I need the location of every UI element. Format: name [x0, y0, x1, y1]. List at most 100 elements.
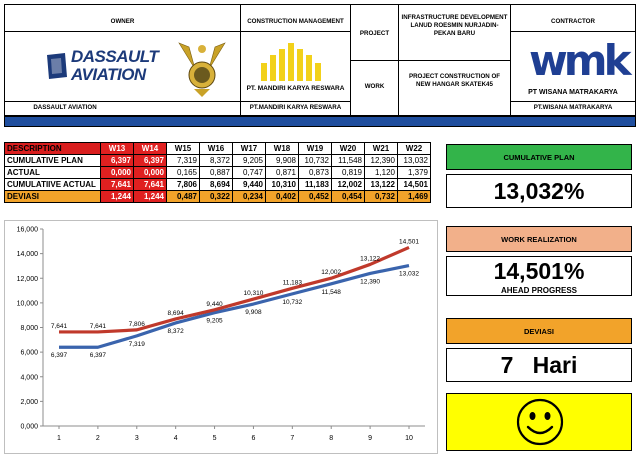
- x-tick-label: 7: [290, 435, 294, 442]
- cm-name-logo: PT. MANDIRI KARYA RESWARA: [246, 85, 345, 92]
- y-tick-label: 16,000: [17, 227, 39, 234]
- data-label: 9,440: [206, 301, 223, 308]
- project-label-section: PROJECT WORK: [351, 5, 399, 115]
- table-header-cell: W19: [298, 142, 332, 155]
- table-cell: 8,372: [199, 154, 233, 167]
- table-cell: 6,397: [133, 154, 167, 167]
- progress-chart: 0,000 2,000 4,000 6,000 8,000 10,000 12,000 14,…: [4, 220, 438, 454]
- logo-line2: AVIATION: [71, 65, 146, 84]
- mandiri-karya-logo-icon: [261, 43, 321, 81]
- table-cell: 0,000: [133, 166, 167, 179]
- row-label: CUMULATIIVE ACTUAL: [4, 178, 101, 191]
- table-row-deviasi: DEVIASI 1,244 1,244 0,487 0,322 0,234 0,…: [4, 190, 431, 203]
- table-cell: 1,469: [397, 190, 431, 203]
- cm-section: CONSTRUCTION MANAGEMENT PT. MANDIRI KARY…: [241, 5, 351, 115]
- work-label: WORK: [364, 83, 385, 90]
- data-label: 12,002: [321, 269, 341, 276]
- table-cell: 0,819: [331, 166, 365, 179]
- table-cell: 11,183: [298, 178, 332, 191]
- data-label: 12,390: [360, 278, 380, 285]
- table-cell: 1,379: [397, 166, 431, 179]
- x-tick-label: 8: [329, 435, 333, 442]
- data-label: 11,183: [283, 279, 303, 286]
- data-label: 13,122: [360, 255, 380, 262]
- table-cell: 11,548: [331, 154, 365, 167]
- table-header-cell: W22: [397, 142, 431, 155]
- dassault-aviation-logo: DASSAULT AVIATION: [45, 45, 175, 95]
- data-label: 14,501: [399, 238, 419, 245]
- table-header-cell: DESCRIPTION: [4, 142, 101, 155]
- x-tick-label: 6: [251, 435, 255, 442]
- cm-label: CONSTRUCTION MANAGEMENT: [247, 18, 344, 25]
- project-label: PROJECT: [359, 30, 390, 37]
- x-tick-label: 1: [57, 435, 61, 442]
- y-tick-label: 10,000: [17, 300, 39, 307]
- y-tick-label: 4,000: [20, 374, 38, 381]
- row-label: CUMULATIVE PLAN: [4, 154, 101, 167]
- data-label: 13,032: [399, 271, 419, 278]
- data-label: 7,641: [90, 323, 107, 330]
- table-cell: 12,002: [331, 178, 365, 191]
- deviasi-title: DEVIASI: [446, 318, 632, 344]
- project-value-section: INFRASTRUCTURE DEVELOPMENT LANUD ROESMIN…: [399, 5, 511, 115]
- dassault-emblem-icon: [47, 53, 67, 79]
- contractor-section: CONTRACTOR wmk PT WISANA MATRAKARYA PT.W…: [511, 5, 637, 115]
- table-cell: 0,732: [364, 190, 398, 203]
- table-cell: 0,322: [199, 190, 233, 203]
- cumulative-plan-value: 13,032%: [446, 174, 632, 208]
- table-cell: 0,452: [298, 190, 332, 203]
- air-force-emblem-icon: [178, 42, 226, 97]
- data-label: 8,694: [168, 310, 185, 317]
- data-label: 6,397: [51, 352, 68, 359]
- table-cell: 10,732: [298, 154, 332, 167]
- table-row: CUMULATIIVE ACTUAL 7,641 7,641 7,806 8,6…: [4, 178, 431, 191]
- y-tick-label: 0,000: [20, 424, 38, 431]
- table-header-cell: W15: [166, 142, 200, 155]
- table-cell: 0,402: [265, 190, 299, 203]
- work-realization-box: 14,501% AHEAD PROGRESS: [446, 256, 632, 296]
- table-cell: 12,390: [364, 154, 398, 167]
- contractor-logo: wmk: [529, 36, 632, 85]
- header-blue-bar: [4, 116, 636, 127]
- table-cell: 13,032: [397, 154, 431, 167]
- table-row: ACTUAL 0,000 0,000 0,165 0,887 0,747 0,8…: [4, 166, 431, 179]
- data-label: 11,548: [322, 289, 342, 296]
- y-tick-label: 8,000: [20, 325, 38, 332]
- table-cell: 0,487: [166, 190, 200, 203]
- table-cell: 0,454: [331, 190, 365, 203]
- table-cell: 0,000: [100, 166, 134, 179]
- table-header-cell: W21: [364, 142, 398, 155]
- x-tick-label: 3: [135, 435, 139, 442]
- table-header-row: DESCRIPTION W13 W14 W15 W16 W17 W18 W19 …: [4, 142, 431, 155]
- table-cell: 1,244: [100, 190, 134, 203]
- data-label: 10,732: [282, 299, 302, 306]
- data-label: 9,205: [206, 318, 223, 325]
- owner-name: DASSAULT AVIATION: [33, 104, 97, 111]
- data-label: 10,310: [243, 290, 263, 297]
- y-tick-label: 12,000: [17, 276, 39, 283]
- table-cell: 0,873: [298, 166, 332, 179]
- deviasi-value: 7 Hari: [446, 348, 632, 382]
- cumulative-plan-title: CUMULATIVE PLAN: [446, 144, 632, 170]
- cm-name: PT.MANDIRI KARYA RESWARA: [249, 104, 342, 111]
- x-tick-label: 9: [368, 435, 372, 442]
- row-label: DEVIASI: [4, 190, 101, 203]
- progress-table: DESCRIPTION W13 W14 W15 W16 W17 W18 W19 …: [4, 142, 431, 203]
- table-header-cell: W16: [199, 142, 233, 155]
- data-label: 7,641: [51, 323, 68, 330]
- work-realization-title: WORK REALIZATION: [446, 226, 632, 252]
- table-header-cell: W17: [232, 142, 266, 155]
- table-cell: 0,165: [166, 166, 200, 179]
- table-cell: 7,806: [166, 178, 200, 191]
- x-tick-label: 2: [96, 435, 100, 442]
- work-realization-status: AHEAD PROGRESS: [500, 286, 577, 295]
- table-header-cell: W14: [133, 142, 167, 155]
- table-cell: 6,397: [100, 154, 134, 167]
- contractor-label: CONTRACTOR: [551, 18, 595, 25]
- table-cell: 10,310: [265, 178, 299, 191]
- data-label: 7,319: [129, 341, 146, 348]
- table-cell: 8,694: [199, 178, 233, 191]
- table-row: CUMULATIVE PLAN 6,397 6,397 7,319 8,372 …: [4, 154, 431, 167]
- row-label: ACTUAL: [4, 166, 101, 179]
- y-tick-label: 14,000: [17, 251, 39, 258]
